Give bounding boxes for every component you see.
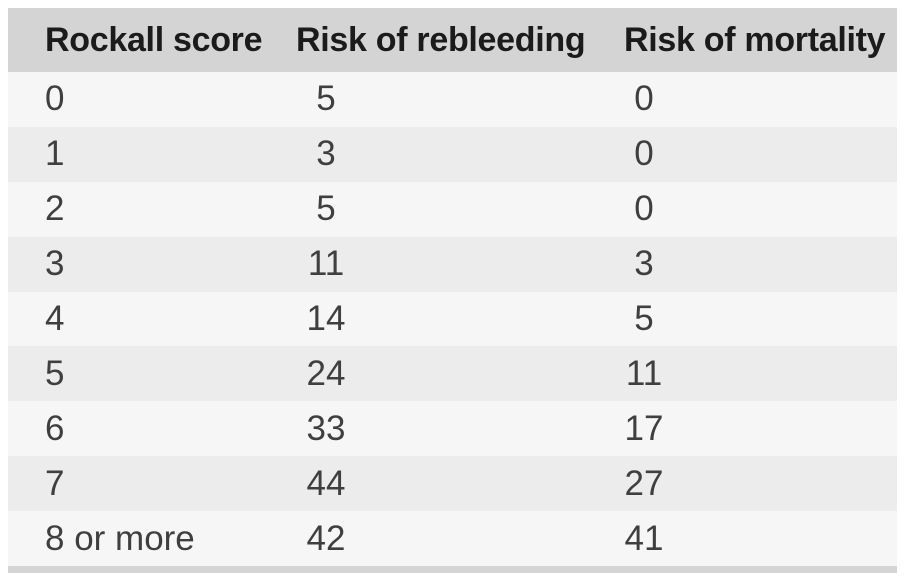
cell-rockall-score: 0 [45,79,65,119]
cell-risk-of-mortality: 3 [618,244,897,284]
table-row: 4 14 5 [8,291,897,347]
cell-risk-of-rebleeding: 11 [296,244,618,284]
cell-value: 0 [634,79,654,119]
cell-value: 5 [634,299,654,338]
cell-risk-of-mortality: 27 [618,464,897,504]
cell-risk-of-mortality: 0 [618,134,897,174]
cell-risk-of-mortality: 0 [618,79,897,119]
cell-rockall-score: 7 [45,463,65,503]
column-header-risk-of-mortality: Risk of mortality [624,20,886,59]
cell-rockall-score: 3 [45,244,65,284]
cell-rockall-score: 2 [45,189,65,229]
table-header-row: Rockall score Risk of rebleeding Risk of… [8,8,897,72]
table-row: 7 44 27 [8,456,897,512]
cell-risk-of-mortality: 17 [618,409,897,449]
cell-risk-of-rebleeding: 14 [296,299,618,339]
cell-rockall-score: 1 [45,134,65,174]
cell-value: 0 [634,189,654,229]
column-header-rockall-score: Rockall score [45,20,263,59]
cell-risk-of-rebleeding: 24 [296,354,618,394]
table-row: 3 11 3 [8,236,897,292]
cell-risk-of-rebleeding: 5 [296,79,618,119]
table-row: 0 5 0 [8,72,897,127]
cell-value: 5 [316,79,336,119]
column-header-risk-of-rebleeding: Risk of rebleeding [296,20,586,59]
table-bottom-border [8,566,897,574]
cell-value: 3 [634,244,654,284]
rockall-score-table: Rockall score Risk of rebleeding Risk of… [8,8,897,574]
cell-value: 41 [624,518,664,558]
cell-risk-of-mortality: 5 [618,299,897,339]
cell-rockall-score: 8 or more [45,518,195,558]
cell-value: 14 [306,299,346,338]
cell-value: 3 [316,134,336,174]
table-body: 0 5 0 1 3 0 2 5 0 3 11 3 4 [8,72,897,567]
cell-risk-of-mortality: 0 [618,189,897,229]
table-row: 6 33 17 [8,401,897,457]
cell-value: 5 [316,189,336,229]
table-row: 2 5 0 [8,181,897,237]
cell-value: 42 [306,518,346,558]
cell-risk-of-rebleeding: 3 [296,134,618,174]
table-row: 5 24 11 [8,346,897,402]
cell-rockall-score: 4 [45,299,65,338]
cell-rockall-score: 6 [45,408,65,448]
cell-rockall-score: 5 [45,353,65,393]
cell-value: 11 [307,244,345,284]
cell-risk-of-rebleeding: 5 [296,189,618,229]
cell-value: 17 [624,408,664,448]
table-row: 8 or more 42 41 [8,511,897,567]
cell-value: 24 [306,353,346,393]
table-row: 1 3 0 [8,126,897,182]
cell-value: 27 [624,463,664,503]
cell-value: 0 [634,134,654,174]
cell-risk-of-rebleeding: 42 [296,519,618,559]
cell-value: 33 [306,408,346,448]
cell-risk-of-mortality: 41 [618,519,897,559]
cell-risk-of-mortality: 11 [618,354,897,394]
cell-risk-of-rebleeding: 33 [296,409,618,449]
cell-value: 44 [306,463,346,503]
cell-value: 11 [625,353,663,393]
cell-risk-of-rebleeding: 44 [296,464,618,504]
